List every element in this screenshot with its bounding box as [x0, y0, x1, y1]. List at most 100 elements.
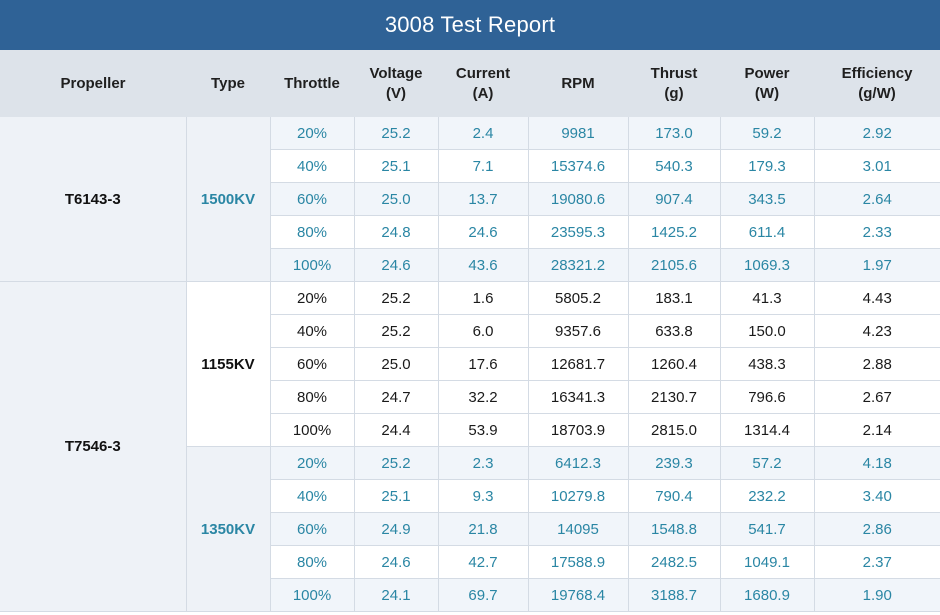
- voltage-cell: 24.9: [354, 512, 439, 546]
- efficiency-cell: 2.92: [814, 117, 940, 150]
- rpm-cell: 17588.9: [528, 545, 629, 579]
- table-row: 60% 25.0 17.6 12681.7 1260.4 438.3 2.88: [0, 347, 940, 381]
- type-cell: 1500KV: [186, 117, 271, 282]
- thrust-cell: 1548.8: [628, 512, 721, 546]
- current-cell: 53.9: [438, 413, 529, 447]
- rpm-cell: 19080.6: [528, 182, 629, 216]
- propeller-cell: T7546-3: [0, 281, 187, 612]
- header-type: Type: [186, 50, 270, 117]
- voltage-cell: 24.7: [354, 380, 439, 414]
- header-power: Power (W): [720, 50, 814, 117]
- voltage-cell: 25.0: [354, 347, 439, 381]
- type-cell: 1155KV: [186, 281, 271, 447]
- rpm-cell: 23595.3: [528, 215, 629, 249]
- current-cell: 7.1: [438, 149, 529, 183]
- thrust-cell: 1425.2: [628, 215, 721, 249]
- table-row: 100% 24.1 69.7 19768.4 3188.7 1680.9 1.90: [0, 578, 940, 612]
- thrust-cell: 2105.6: [628, 248, 721, 282]
- rpm-cell: 5805.2: [528, 281, 629, 315]
- voltage-cell: 24.8: [354, 215, 439, 249]
- efficiency-cell: 1.90: [814, 578, 940, 612]
- table-row: 80% 24.7 32.2 16341.3 2130.7 796.6 2.67: [0, 380, 940, 414]
- current-cell: 6.0: [438, 314, 529, 348]
- table-body: T6143-3 1500KV 20% 25.2 2.4 9981 173.0 59.2 2.92…: [0, 117, 940, 612]
- table-row: 40% 25.1 9.3 10279.8 790.4 232.2 3.40: [0, 479, 940, 513]
- throttle-cell: 40%: [270, 314, 355, 348]
- throttle-cell: 40%: [270, 479, 355, 513]
- header-throttle-label: Throttle: [284, 74, 340, 92]
- current-cell: 17.6: [438, 347, 529, 381]
- header-efficiency: Efficiency (g/W): [814, 50, 940, 117]
- header-power-label: Power: [744, 64, 790, 82]
- thrust-cell: 183.1: [628, 281, 721, 315]
- thrust-cell: 2130.7: [628, 380, 721, 414]
- voltage-cell: 24.4: [354, 413, 439, 447]
- table-row: 80% 24.8 24.6 23595.3 1425.2 611.4 2.33: [0, 215, 940, 249]
- power-cell: 541.7: [720, 512, 815, 546]
- thrust-cell: 3188.7: [628, 578, 721, 612]
- efficiency-cell: 3.01: [814, 149, 940, 183]
- current-cell: 2.4: [438, 117, 529, 150]
- efficiency-cell: 4.23: [814, 314, 940, 348]
- current-cell: 42.7: [438, 545, 529, 579]
- rpm-cell: 6412.3: [528, 446, 629, 480]
- voltage-cell: 25.2: [354, 117, 439, 150]
- current-cell: 9.3: [438, 479, 529, 513]
- power-cell: 1049.1: [720, 545, 815, 579]
- power-cell: 438.3: [720, 347, 815, 381]
- table-row: T6143-3 1500KV 20% 25.2 2.4 9981 173.0 59.2 2.92: [0, 117, 940, 282]
- header-voltage-unit: (V): [386, 84, 406, 102]
- throttle-cell: 20%: [270, 446, 355, 480]
- thrust-cell: 633.8: [628, 314, 721, 348]
- voltage-cell: 25.2: [354, 314, 439, 348]
- throttle-cell: 80%: [270, 545, 355, 579]
- header-rpm-label: RPM: [561, 74, 595, 92]
- header-thrust-label: Thrust: [650, 64, 698, 82]
- current-cell: 21.8: [438, 512, 529, 546]
- power-cell: 343.5: [720, 182, 815, 216]
- current-cell: 1.6: [438, 281, 529, 315]
- thrust-cell: 790.4: [628, 479, 721, 513]
- power-cell: 611.4: [720, 215, 815, 249]
- efficiency-cell: 1.97: [814, 248, 940, 282]
- table-row: 40% 25.2 6.0 9357.6 633.8 150.0 4.23: [0, 314, 940, 348]
- efficiency-cell: 4.18: [814, 446, 940, 480]
- rpm-cell: 15374.6: [528, 149, 629, 183]
- thrust-cell: 2815.0: [628, 413, 721, 447]
- efficiency-cell: 4.43: [814, 281, 940, 315]
- header-propeller-label: Propeller: [60, 74, 126, 92]
- table-row: 1350KV 20% 25.2 2.3 6412.3 239.3 57.2 4.18: [0, 446, 940, 612]
- power-cell: 796.6: [720, 380, 815, 414]
- voltage-cell: 25.2: [354, 281, 439, 315]
- rpm-cell: 18703.9: [528, 413, 629, 447]
- header-propeller: Propeller: [0, 50, 186, 117]
- throttle-cell: 20%: [270, 117, 355, 150]
- voltage-cell: 25.2: [354, 446, 439, 480]
- thrust-cell: 1260.4: [628, 347, 721, 381]
- current-cell: 69.7: [438, 578, 529, 612]
- power-cell: 232.2: [720, 479, 815, 513]
- efficiency-cell: 2.64: [814, 182, 940, 216]
- table-row: 80% 24.6 42.7 17588.9 2482.5 1049.1 2.37: [0, 545, 940, 579]
- rpm-cell: 19768.4: [528, 578, 629, 612]
- test-report-table: Propeller Type Throttle Voltage (V) Curr…: [0, 50, 940, 612]
- header-current-unit: (A): [472, 84, 494, 102]
- rpm-cell: 9357.6: [528, 314, 629, 348]
- rpm-cell: 10279.8: [528, 479, 629, 513]
- voltage-cell: 25.1: [354, 149, 439, 183]
- efficiency-cell: 2.33: [814, 215, 940, 249]
- table-row: 100% 24.6 43.6 28321.2 2105.6 1069.3 1.97: [0, 248, 940, 282]
- header-rpm: RPM: [528, 50, 628, 117]
- throttle-cell: 80%: [270, 380, 355, 414]
- power-cell: 1314.4: [720, 413, 815, 447]
- rpm-cell: 28321.2: [528, 248, 629, 282]
- power-cell: 41.3: [720, 281, 815, 315]
- throttle-cell: 40%: [270, 149, 355, 183]
- efficiency-cell: 3.40: [814, 479, 940, 513]
- header-thrust-unit: (g): [664, 84, 684, 102]
- efficiency-cell: 2.14: [814, 413, 940, 447]
- header-current-label: Current: [455, 64, 511, 82]
- header-throttle: Throttle: [270, 50, 354, 117]
- throttle-cell: 60%: [270, 512, 355, 546]
- efficiency-cell: 2.86: [814, 512, 940, 546]
